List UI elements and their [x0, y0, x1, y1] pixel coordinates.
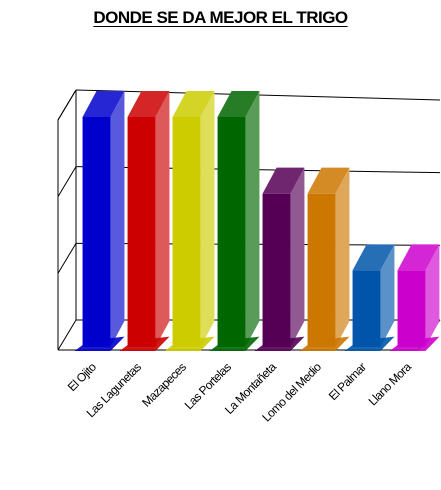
x-tick-label-7: Llano Mora	[366, 360, 415, 409]
bar-side-3	[245, 91, 260, 347]
bar-top-1	[127, 91, 170, 117]
bar-side-6	[380, 244, 395, 347]
x-tick-label-6: El Palmar	[326, 360, 369, 403]
bar-base-7	[389, 336, 440, 351]
chart-title-text: DONDE SE DA MEJOR EL TRIGO	[93, 8, 348, 27]
bar-3	[217, 117, 246, 347]
bar-top-5	[307, 167, 350, 194]
bar-5	[307, 193, 336, 347]
bar-base-1	[119, 336, 170, 351]
bar-side-5	[335, 167, 350, 347]
chart-title: DONDE SE DA MEJOR EL TRIGO	[0, 8, 441, 28]
bar-4	[262, 193, 291, 347]
bar-0	[82, 117, 111, 347]
x-tick-label-0: El Ojito	[65, 360, 100, 395]
gridline-left-3	[57, 89, 77, 121]
bar-top-6	[352, 244, 395, 271]
gridline-left-1	[57, 243, 77, 274]
bar-top-2	[172, 91, 215, 117]
bar-side-7	[425, 244, 440, 347]
bar-top-7	[397, 244, 440, 271]
bar-base-4	[254, 336, 305, 351]
gridline-left-2	[57, 166, 77, 197]
bar-base-2	[164, 336, 215, 351]
bar-top-3	[217, 91, 260, 117]
bar-side-2	[200, 91, 215, 347]
bar-6	[352, 270, 381, 347]
bar-top-0	[82, 91, 125, 117]
bar-side-4	[290, 167, 305, 347]
bar-7	[397, 270, 426, 347]
bar-top-4	[262, 167, 305, 194]
bar-base-0	[74, 336, 125, 351]
bar-base-3	[209, 336, 260, 351]
bar-base-5	[299, 336, 350, 351]
bar-2	[172, 117, 201, 347]
bar-side-1	[155, 91, 170, 347]
bar-side-0	[110, 91, 125, 347]
bar-1	[127, 117, 156, 347]
bar-base-6	[344, 336, 395, 351]
